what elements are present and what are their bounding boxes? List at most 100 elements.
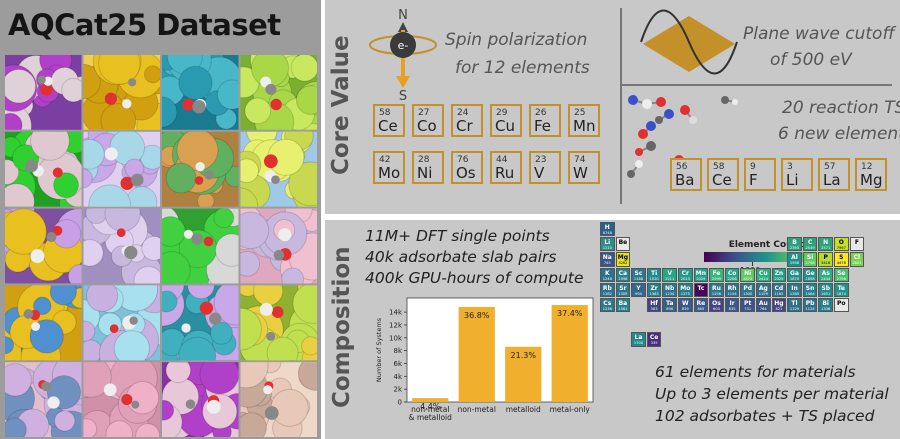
spin-text-line1: Spin polarization xyxy=(445,30,588,50)
y-tick-label: 4k xyxy=(393,373,402,381)
element-number: 56 xyxy=(676,162,688,172)
pt-symbol: Sc xyxy=(634,269,643,277)
pt-count: 2013 xyxy=(680,276,690,281)
pt-count: 621 xyxy=(775,307,783,311)
y-tick-label: 12k xyxy=(389,321,403,329)
pt-count: 2025 xyxy=(774,276,784,281)
pt-cell-n: N 2571 xyxy=(818,237,833,252)
pt-symbol: N xyxy=(823,239,829,247)
element-number: 58 xyxy=(713,162,725,172)
pt-count: 1310 xyxy=(602,246,612,251)
core-divider-horizontal xyxy=(622,84,892,86)
y-tick-label: 8k xyxy=(393,347,402,355)
pt-cell-sr: Sr 1309 xyxy=(615,282,631,297)
pt-cell-ru: Ru 1256 xyxy=(709,282,724,297)
pt-cell-mg: Mg 3262 xyxy=(615,252,631,267)
bottom-stat-2: Up to 3 elements per material xyxy=(655,385,889,403)
pt-cell-ca: Ca 1598 xyxy=(615,267,631,282)
pt-count: 805 xyxy=(697,307,705,311)
spin-element-list: 58 Ce 27 Co 24 Cr 29 Cu 26 Fe 25 Mn 42 Mo 28 Ni 76 Os 44 Ru… xyxy=(373,104,613,194)
element-number: 24 xyxy=(457,108,469,118)
element-number: 74 xyxy=(574,155,586,165)
pt-cell-c: C 2549 xyxy=(802,237,818,252)
pt-symbol: Mo xyxy=(680,284,691,292)
structure-thumbnail xyxy=(83,285,160,361)
pt-count: 1162 xyxy=(774,291,784,296)
pt-count: 1375 xyxy=(680,291,690,296)
pt-symbol: Ag xyxy=(758,284,768,292)
pt-cell-zr: Zr 1363 xyxy=(646,282,662,297)
element-number: 58 xyxy=(379,108,391,118)
element-symbol: W xyxy=(573,164,588,182)
pt-cell-zn: Zn 2025 xyxy=(771,267,787,282)
reaction-element-li: 3 Li xyxy=(781,158,813,191)
structure-thumbnail xyxy=(83,362,160,438)
structure-thumbnail xyxy=(162,55,239,130)
pt-cell-ag: Ag 1159 xyxy=(756,282,771,297)
pt-count: 1159 xyxy=(758,291,768,296)
reaction-text-line2: 6 new elements xyxy=(778,124,900,144)
pt-cell-w: W 839 xyxy=(678,298,693,313)
pt-cell-v: V 2211 xyxy=(662,267,677,282)
pt-count: 2444 xyxy=(821,276,831,281)
dataset-title: AQCat25 Dataset xyxy=(8,8,281,42)
pt-cell-hg: Hg 621 xyxy=(771,298,787,313)
element-symbol: Co xyxy=(417,117,437,135)
pt-cell-mn: Mn 2029 xyxy=(693,267,709,282)
pt-symbol: Cs xyxy=(603,300,612,307)
electron-label: e- xyxy=(398,39,409,52)
element-symbol: Cr xyxy=(456,117,473,135)
pt-cell-pb: Pb 1124 xyxy=(802,298,818,313)
pt-count: 1248 xyxy=(602,276,612,281)
pt-count: 3262 xyxy=(618,261,628,266)
pt-cell-co: Co 2208 xyxy=(724,267,740,282)
bar-data-label: 36.8% xyxy=(464,311,490,320)
spin-element-cr: 24 Cr xyxy=(451,104,483,137)
pt-symbol: F xyxy=(854,239,859,247)
pt-count: 2599 xyxy=(711,276,722,281)
y-tick-label: 14k xyxy=(389,309,403,317)
pt-cell-li: Li 1310 xyxy=(600,237,615,252)
structure-thumbnail xyxy=(5,362,82,438)
pt-symbol: Na xyxy=(602,254,612,262)
core-value-panel: Core Value N e- S Spin polarization for … xyxy=(325,0,900,214)
element-number: 29 xyxy=(496,108,508,118)
pt-count: 2393 xyxy=(789,246,800,251)
pt-count: 2414 xyxy=(758,276,768,281)
y-tick-label: 0 xyxy=(398,399,402,407)
periodic-table-heatmap: H 8748 Li 1310 Be B 2393 C 2549 N 2571 O 7967 F Na 745 M… xyxy=(600,222,900,362)
pt-count: 7967 xyxy=(836,246,846,251)
spin-element-mn: 25 Mn xyxy=(568,104,600,137)
pt-symbol: Au xyxy=(758,300,768,307)
pt-symbol: Ni xyxy=(744,269,752,277)
bar-data-label: 4.4% xyxy=(420,402,441,411)
pt-cell-au: Au 764 xyxy=(756,298,771,313)
spin-element-os: 76 Os xyxy=(451,151,483,184)
pt-symbol: As xyxy=(821,269,830,277)
pt-symbol: Po xyxy=(837,300,846,307)
pt-symbol: Te xyxy=(837,284,845,292)
element-symbol: Os xyxy=(456,164,476,182)
pt-count: 2549 xyxy=(805,246,815,251)
pt-count: 1484 xyxy=(805,291,815,296)
pt-symbol: Cr xyxy=(681,269,689,277)
element-number: 9 xyxy=(750,162,756,172)
pt-cell-na: Na 745 xyxy=(600,252,615,267)
pt-cell-sc: Sc 1188 xyxy=(631,267,646,282)
structure-thumbnail xyxy=(83,131,160,207)
structure-thumbnail xyxy=(162,362,239,438)
pt-count: 1300 xyxy=(743,291,753,296)
pt-count: 1598 xyxy=(618,276,628,281)
element-symbol: V xyxy=(534,164,545,182)
pt-count: 2208 xyxy=(727,276,737,281)
element-number: 12 xyxy=(861,162,873,172)
element-symbol: Mo xyxy=(378,164,401,182)
bar-data-label: 21.3% xyxy=(511,351,537,360)
pt-symbol: Ta xyxy=(666,300,674,307)
pt-cell-b: B 2393 xyxy=(787,237,802,252)
pt-symbol: S xyxy=(839,254,844,262)
pt-symbol: Li xyxy=(604,239,611,247)
element-symbol: Li xyxy=(786,171,799,189)
pt-cell-la: La 1700 xyxy=(631,332,646,347)
reaction-element-mg: 12 Mg xyxy=(855,158,887,191)
